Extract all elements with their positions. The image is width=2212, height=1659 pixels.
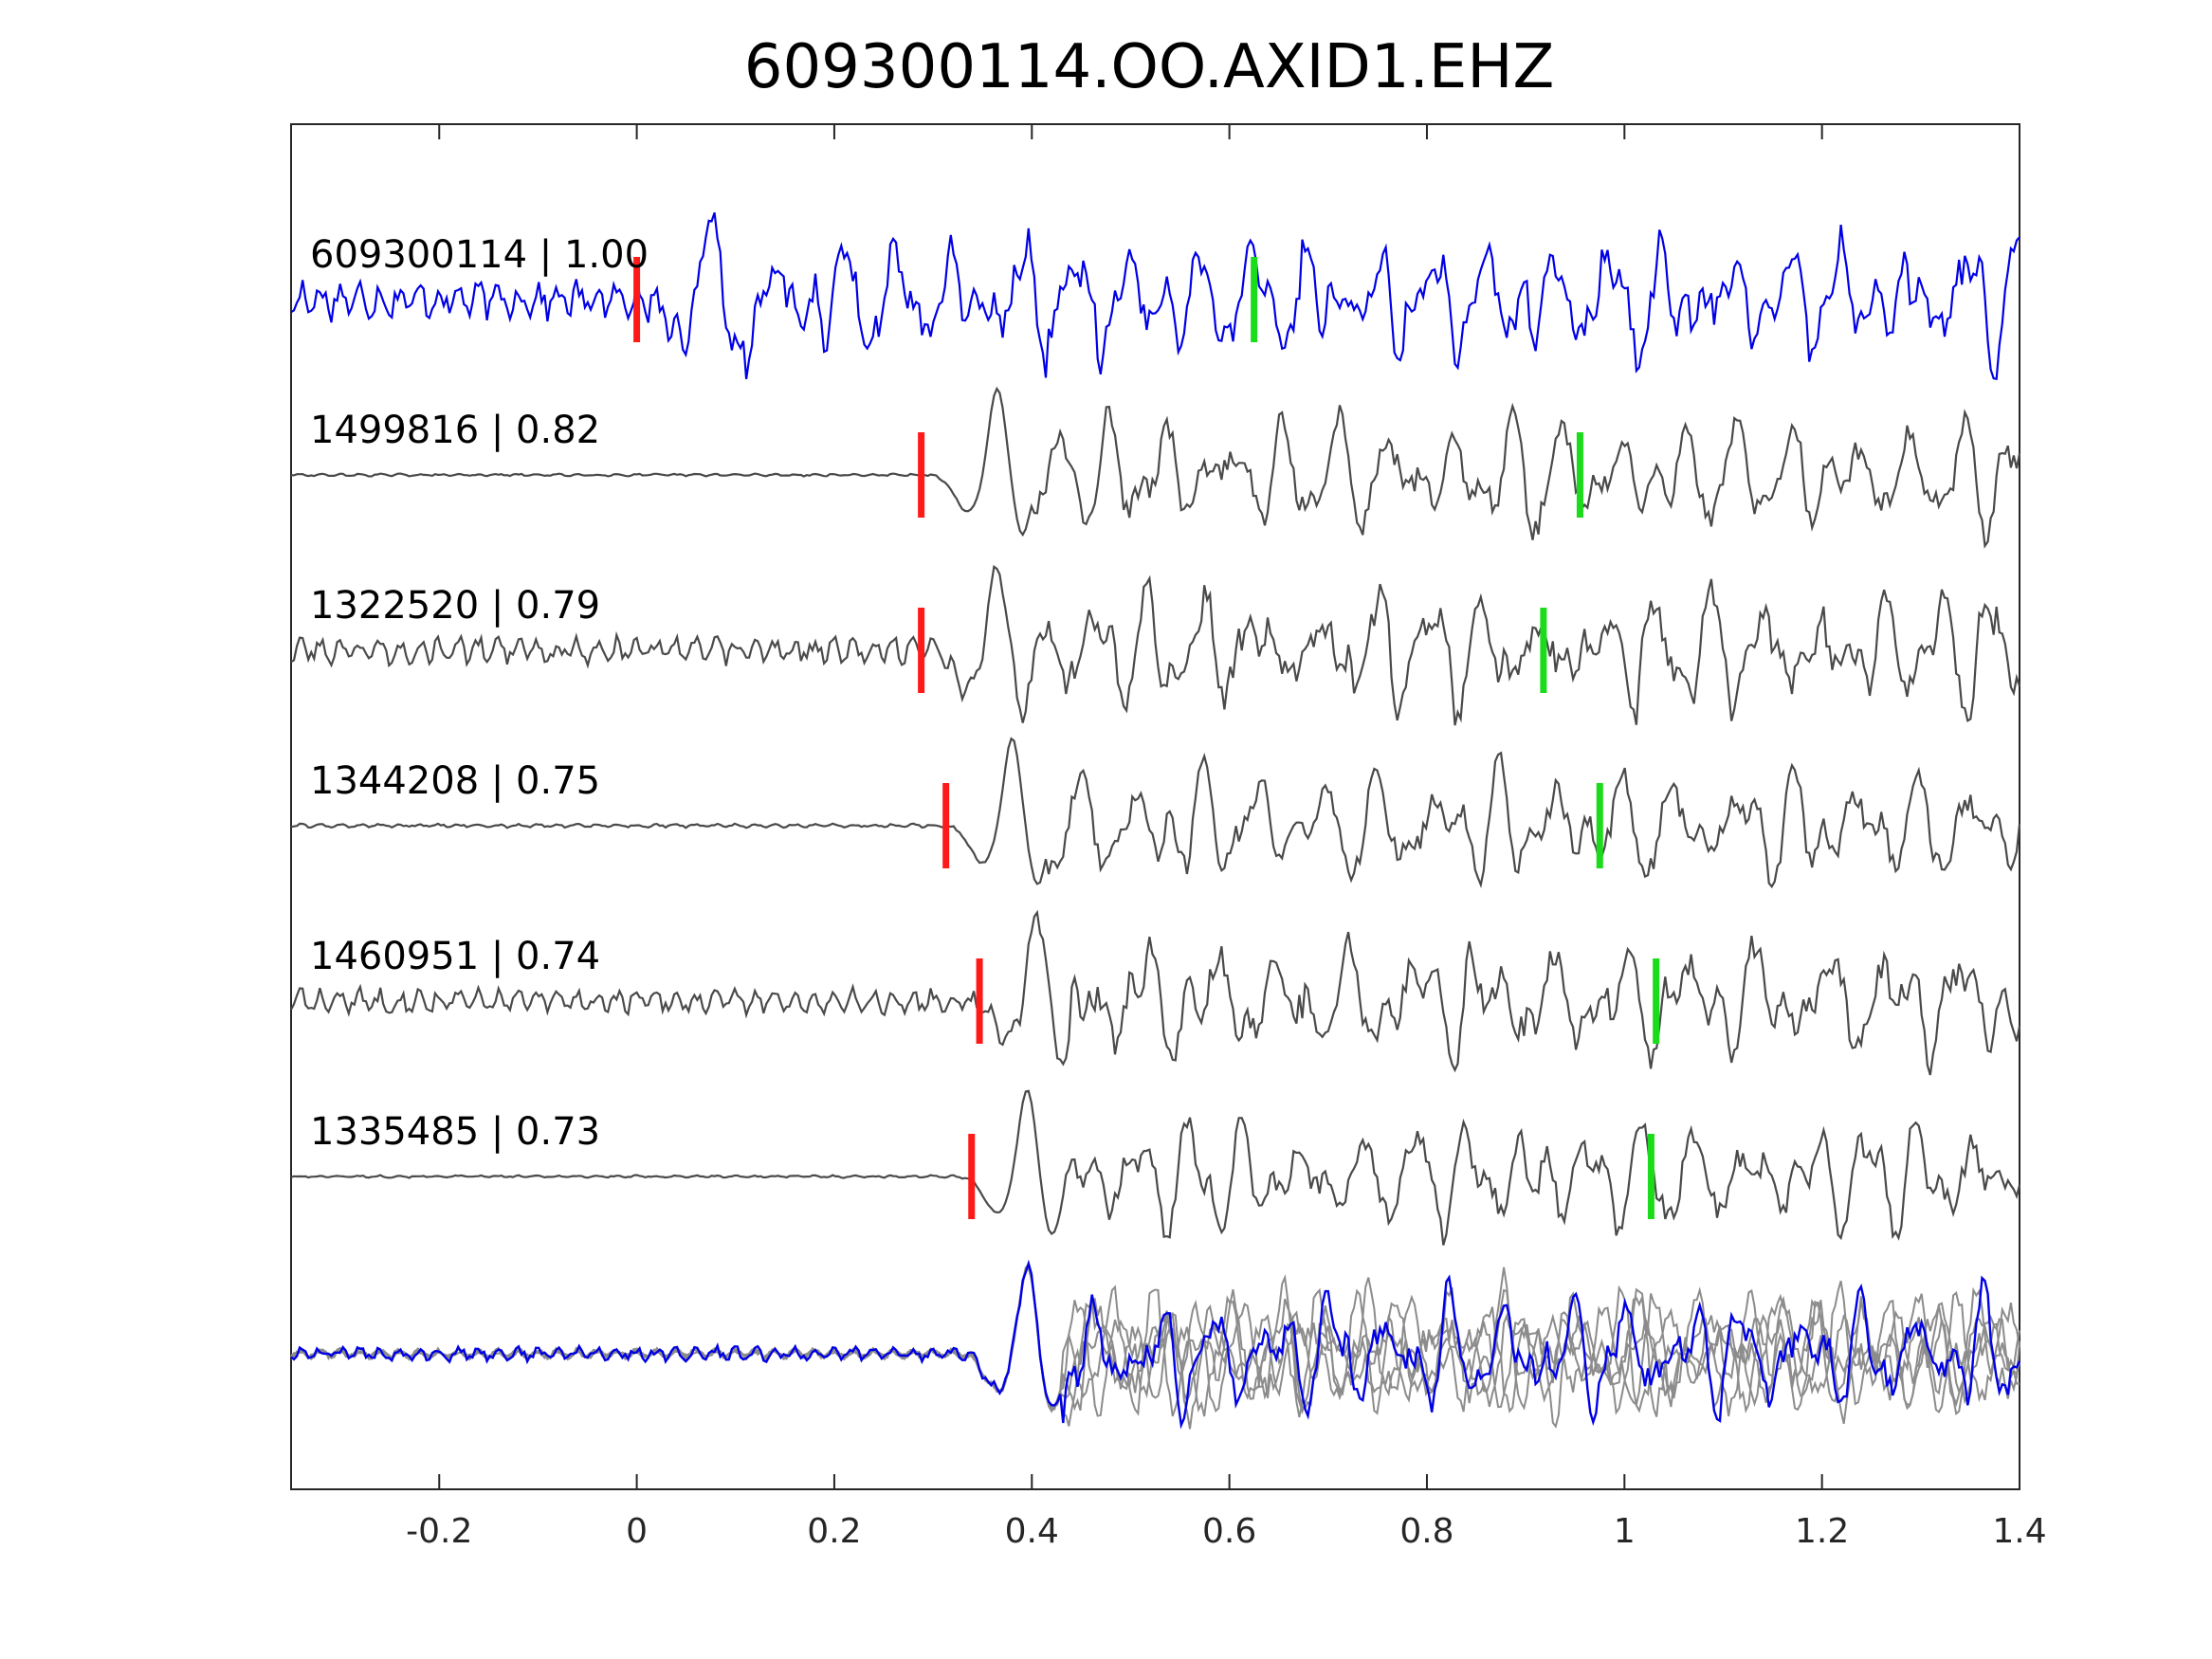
- x-tick-label: 1.2: [1795, 1512, 1849, 1551]
- overlay-template-trace: [290, 1259, 2021, 1430]
- x-tick-label: 0.8: [1399, 1512, 1453, 1551]
- x-tick-label: 0: [626, 1512, 648, 1551]
- trace-line: [290, 386, 2021, 549]
- x-tick-label: 1: [1614, 1512, 1636, 1551]
- trace-line: [290, 737, 2021, 889]
- trace-label: 1335485 | 0.73: [310, 1110, 600, 1154]
- trace-label: 1460951 | 0.74: [310, 935, 600, 978]
- trace-label: 1499816 | 0.82: [310, 409, 600, 452]
- trace-line: [290, 564, 2021, 726]
- x-tick-label: 1.4: [1992, 1512, 2046, 1551]
- trace-label: 1322520 | 0.79: [310, 584, 600, 628]
- trace-line: [290, 1089, 2021, 1246]
- x-tick-label: 0.6: [1202, 1512, 1256, 1551]
- template-trace: [290, 211, 2020, 380]
- x-tick-label: 0.4: [1005, 1512, 1059, 1551]
- x-tick-label: -0.2: [406, 1512, 472, 1551]
- trace-line: [290, 909, 2021, 1076]
- x-tick-label: 0.2: [807, 1512, 861, 1551]
- x-axis: -0.2 0 0.2 0.4 0.6 0.8 1 1.2 1.4: [406, 124, 2047, 1551]
- trace-label: 609300114 | 1.00: [310, 233, 649, 277]
- trace-label: 1344208 | 0.75: [310, 759, 600, 803]
- overlay-trace: [290, 1267, 2020, 1418]
- chart-title: 609300114.OO.AXID1.EHZ: [744, 32, 1555, 102]
- traces-group: [290, 211, 2021, 1430]
- picks-group: [633, 257, 1660, 1219]
- overlay-trace: [290, 1262, 2020, 1427]
- trace-labels-group: 609300114 | 1.00 1499816 | 0.82 1322520 | …: [310, 233, 649, 1154]
- plot-area-frame: [290, 123, 2020, 1490]
